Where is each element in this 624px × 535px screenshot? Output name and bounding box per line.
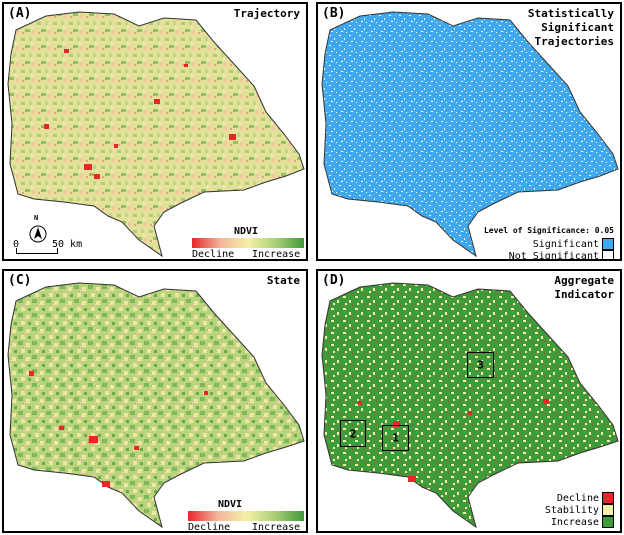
legend-b-sig-swatch bbox=[602, 238, 614, 250]
legend-d-increase-swatch bbox=[602, 516, 614, 528]
panel-d-title-line2: Indicator bbox=[554, 288, 614, 301]
scale-end: 50 km bbox=[52, 239, 83, 250]
study-box-3-label: 3 bbox=[477, 358, 484, 372]
panel-b-title: Statistically Significant Trajectories bbox=[528, 7, 614, 49]
legend-d-stability: Stability bbox=[545, 504, 614, 516]
legend-b-not-label: Not Significant bbox=[508, 251, 599, 261]
panel-trajectory: (A) Trajectory N 0 50 km NDVI Decline In… bbox=[2, 2, 308, 261]
map-aggregate bbox=[321, 282, 619, 529]
legend-d-stability-label: Stability bbox=[544, 505, 599, 516]
study-box-1-label: 1 bbox=[392, 431, 399, 445]
panel-c-label: (C) bbox=[8, 273, 32, 288]
panel-b-label: (B) bbox=[322, 6, 346, 21]
legend-b-not-significant: Not Significant bbox=[508, 250, 614, 261]
panel-aggregate: (D) Aggregate Indicator 3 2 1 Decline St… bbox=[316, 269, 622, 533]
scale-zero: 0 bbox=[13, 239, 20, 250]
panel-c-title: State bbox=[266, 274, 300, 287]
legend-d-decline: Decline bbox=[557, 492, 614, 504]
study-box-1: 1 bbox=[382, 425, 409, 451]
legend-c-ramp bbox=[188, 511, 304, 521]
legend-c-low: Decline bbox=[188, 522, 231, 533]
panel-d-label: (D) bbox=[322, 273, 346, 288]
legend-d-stability-swatch bbox=[602, 504, 614, 516]
panel-b-title-line3: Trajectories bbox=[534, 35, 614, 48]
legend-d-decline-swatch bbox=[602, 492, 614, 504]
scale-bar bbox=[16, 248, 58, 254]
north-label: N bbox=[34, 214, 39, 222]
map-significance bbox=[321, 11, 619, 258]
legend-d-decline-label: Decline bbox=[556, 493, 599, 504]
legend-a-title: NDVI bbox=[234, 226, 259, 237]
legend-a-ramp bbox=[192, 238, 304, 248]
panel-state: (C) State NDVI Decline Increase bbox=[2, 269, 308, 533]
legend-a-high: Increase bbox=[252, 249, 301, 260]
panel-d-title-line1: Aggregate bbox=[554, 274, 614, 287]
legend-b-not-swatch bbox=[602, 250, 614, 259]
legend-c-high: Increase bbox=[252, 522, 301, 533]
map-trajectory bbox=[7, 11, 305, 258]
study-box-2-label: 2 bbox=[349, 427, 357, 440]
north-arrow-icon bbox=[29, 225, 47, 243]
legend-b-significant: Significant bbox=[533, 238, 614, 250]
map-state bbox=[7, 282, 305, 529]
legend-c-title: NDVI bbox=[218, 499, 243, 510]
panel-b-title-line2: Significant bbox=[541, 21, 614, 34]
panel-b-title-line1: Statistically bbox=[527, 7, 614, 20]
panel-a-label: (A) bbox=[8, 6, 32, 21]
panel-a-title: Trajectory bbox=[233, 7, 300, 20]
legend-a-low: Decline bbox=[192, 249, 235, 260]
legend-b-sig-label: Significant bbox=[532, 239, 599, 250]
legend-b-heading: Level of Significance: 0.05 bbox=[483, 226, 614, 235]
legend-d-increase: Increase bbox=[551, 516, 614, 528]
legend-d-increase-label: Increase bbox=[550, 517, 599, 528]
panel-significance: (B) Statistically Significant Trajectori… bbox=[316, 2, 622, 261]
study-box-3: 3 bbox=[467, 352, 494, 378]
study-box-2: 2 bbox=[340, 420, 366, 447]
panel-d-title: Aggregate Indicator bbox=[554, 274, 614, 302]
